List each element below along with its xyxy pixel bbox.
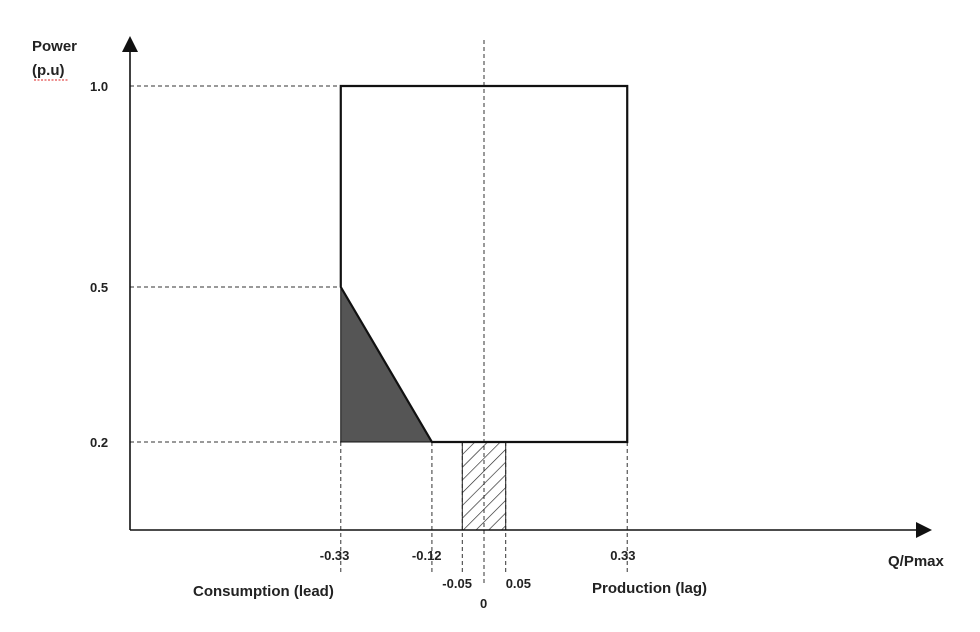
- consumption-lead-label: Consumption (lead): [193, 583, 334, 600]
- operating-area-outline: [339, 84, 629, 444]
- y-axis-title-power: Power: [32, 38, 77, 55]
- y-tick-labels: 1.0 0.5 0.2: [90, 79, 108, 450]
- production-lag-label: Production (lag): [592, 580, 707, 597]
- y-tick-label: 0.2: [90, 435, 108, 450]
- x-tick-label: -0.12: [412, 548, 442, 563]
- x-tick-label: 0: [480, 596, 487, 611]
- x-axis-title: Q/Pmax: [888, 553, 945, 570]
- x-tick-labels: -0.33 -0.12-0.05 0 0.05 0.33: [320, 548, 636, 611]
- hatched-deadband-region: [461, 441, 507, 531]
- x-tick-label: 0.05: [506, 576, 531, 591]
- y-axis-title-unit: (p.u): [32, 62, 64, 79]
- y-tick-label: 1.0: [90, 79, 108, 94]
- y-tick-label: 0.5: [90, 280, 108, 295]
- dashed-guide-lines: [130, 40, 628, 585]
- x-tick-label: -0.05: [442, 576, 472, 591]
- x-tick-label: -0.33: [320, 548, 350, 563]
- x-tick-label: 0.33: [610, 548, 635, 563]
